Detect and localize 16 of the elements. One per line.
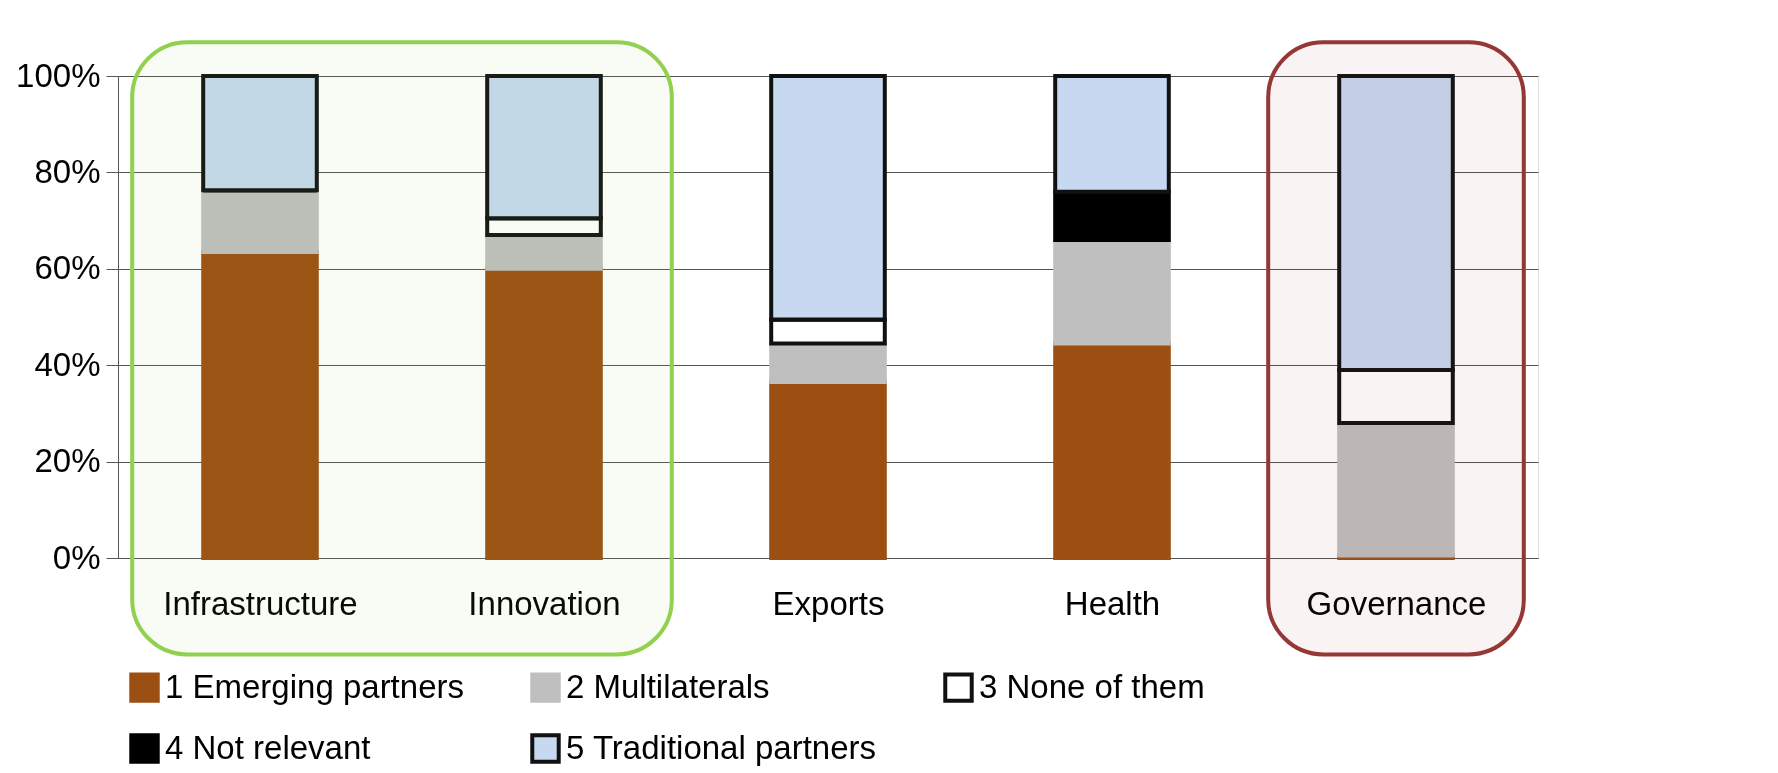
x-tick-label: Governance (1306, 584, 1487, 622)
legend-label: 1 Emerging partners (165, 667, 464, 705)
y-tick-label: 0% (52, 538, 101, 576)
y-tick-label: 60% (34, 249, 101, 287)
legend-label: 4 Not relevant (165, 728, 371, 766)
y-tick-label: 20% (34, 442, 101, 480)
legend-label: 3 None of them (979, 667, 1205, 705)
y-tick-label: 100% (16, 56, 101, 94)
x-tick-label: Health (1064, 584, 1161, 622)
y-tick-label: 80% (34, 152, 101, 190)
x-tick-label: Exports (772, 584, 885, 622)
x-tick-label: Infrastructure (163, 584, 358, 622)
x-tick-label: Innovation (468, 584, 621, 622)
y-tick-label: 40% (34, 345, 101, 383)
legend-label: 2 Multilaterals (566, 667, 770, 705)
legend-label: 5 Traditional partners (566, 728, 877, 766)
